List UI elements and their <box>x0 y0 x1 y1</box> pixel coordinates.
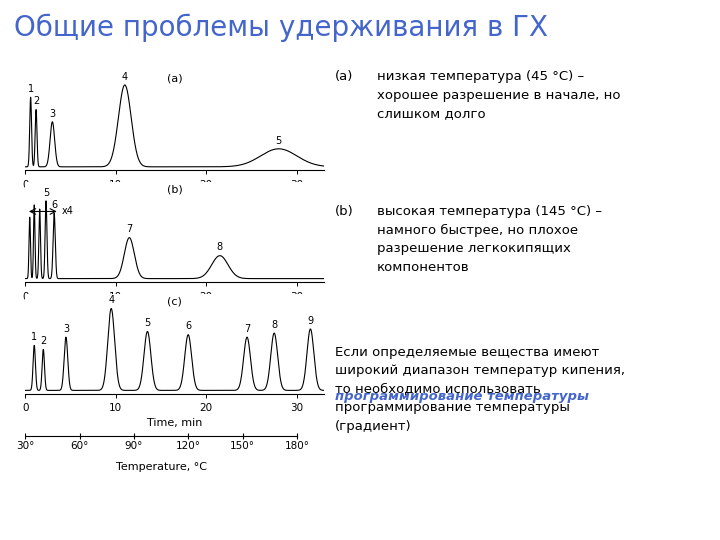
Text: 3: 3 <box>63 324 69 334</box>
Text: 9: 9 <box>307 316 313 326</box>
Text: 7: 7 <box>126 225 132 234</box>
Text: Если определяемые вещества имеют
широкий диапазон температур кипения,
то необход: Если определяемые вещества имеют широкий… <box>335 346 625 433</box>
Text: 20: 20 <box>199 180 213 190</box>
Text: 20: 20 <box>199 292 213 302</box>
Text: 30: 30 <box>290 292 303 302</box>
Text: 90°: 90° <box>125 441 143 451</box>
Text: Общие проблемы удерживания в ГХ: Общие проблемы удерживания в ГХ <box>14 14 549 42</box>
Text: 6: 6 <box>185 321 192 332</box>
Text: 5: 5 <box>144 318 150 328</box>
Text: 30°: 30° <box>16 441 35 451</box>
Text: высокая температура (145 °C) –
намного быстрее, но плохое
разрешение легкокипящи: высокая температура (145 °C) – намного б… <box>377 205 601 274</box>
Text: 0: 0 <box>22 180 29 190</box>
Text: программирование температуры: программирование температуры <box>335 390 589 403</box>
Text: (a): (a) <box>335 70 354 83</box>
Text: (b): (b) <box>335 205 354 218</box>
Text: x4: x4 <box>61 206 73 217</box>
Text: 60°: 60° <box>71 441 89 451</box>
Text: 2: 2 <box>40 336 46 346</box>
Text: 4: 4 <box>108 295 114 305</box>
Text: 1: 1 <box>31 332 37 342</box>
Text: 2: 2 <box>33 96 39 106</box>
Text: 8: 8 <box>271 320 277 330</box>
Text: Time, min: Time, min <box>147 418 202 428</box>
Text: 5: 5 <box>276 136 282 146</box>
Text: (b): (b) <box>167 185 182 195</box>
Text: (c): (c) <box>167 297 182 307</box>
Text: 10: 10 <box>109 292 122 302</box>
Text: 0: 0 <box>22 292 29 302</box>
Text: низкая температура (45 °C) –
хорошее разрешение в начале, но
слишком долго: низкая температура (45 °C) – хорошее раз… <box>377 70 620 120</box>
Text: 10: 10 <box>109 180 122 190</box>
Text: 150°: 150° <box>230 441 255 451</box>
Text: 1: 1 <box>27 84 34 94</box>
Text: 3: 3 <box>49 109 55 118</box>
Text: 120°: 120° <box>176 441 201 451</box>
Text: 30: 30 <box>290 180 303 190</box>
Text: 7: 7 <box>244 324 250 334</box>
Text: 180°: 180° <box>284 441 310 451</box>
Text: (a): (a) <box>167 73 182 83</box>
Text: 8: 8 <box>217 242 223 252</box>
Text: 5: 5 <box>43 187 49 198</box>
Text: 4: 4 <box>122 72 128 82</box>
Text: 6: 6 <box>51 200 57 210</box>
Text: Temperature, °C: Temperature, °C <box>115 462 207 472</box>
